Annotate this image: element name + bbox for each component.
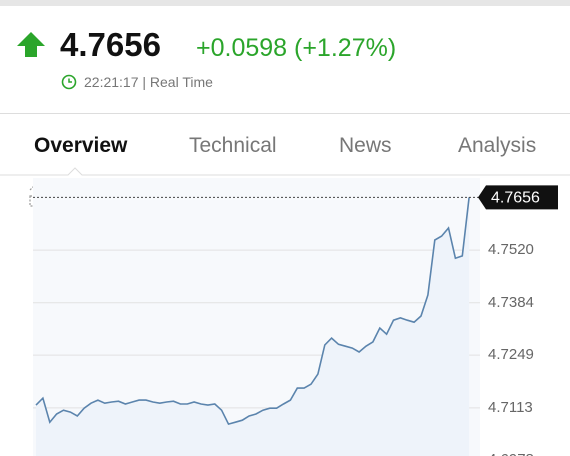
area-fill: [36, 197, 470, 456]
price: 4.7656: [60, 26, 161, 63]
clock-icon: [61, 74, 77, 90]
price-line: [35, 197, 470, 426]
y-tick-label: 4.7520: [488, 241, 534, 258]
tab-indicator: [0, 167, 570, 176]
top-bar: [0, 0, 570, 6]
tab[interactable]: Overview: [34, 134, 128, 157]
up-arrow: [17, 32, 45, 57]
y-tick-label: 4.6978: [488, 451, 534, 456]
divider: [0, 113, 570, 114]
y-tick-label: 4.7249: [488, 346, 534, 363]
tab[interactable]: News: [339, 134, 392, 157]
y-tick-label: 4.7113: [488, 399, 533, 416]
tab[interactable]: Analysis: [458, 134, 537, 157]
change: +0.0598 (+1.27%): [196, 34, 397, 62]
y-tick-label: 4.7384: [488, 294, 534, 311]
last-price-box: [478, 185, 558, 210]
tab[interactable]: Technical: [189, 134, 277, 157]
last-price-label: 4.7656: [491, 190, 540, 207]
time: 22:21:17 | Real Time: [84, 74, 213, 90]
